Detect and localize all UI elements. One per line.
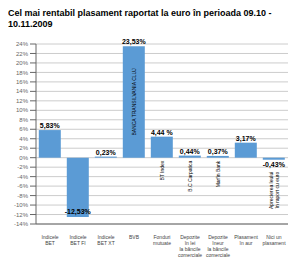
svg-text:în raport cu euro: în raport cu euro [274, 172, 280, 210]
html-text:Cel mai rentabil plasament rap: Cel mai rentabil plasament raportat la e… [8, 8, 272, 29]
svg-text:8%: 8% [19, 117, 28, 123]
svg-text:Nici unplasament: Nici unplasament [262, 234, 286, 246]
svg-text:-12%: -12% [14, 212, 29, 218]
svg-text:-12,53%: -12,53% [65, 208, 92, 216]
svg-text:20%: 20% [16, 60, 29, 66]
svg-text:Depoziteîneurla băncilecomerci: Depoziteîneurla băncilecomerciale [206, 234, 230, 258]
svg-text:-8%: -8% [17, 193, 28, 199]
svg-text:12%: 12% [16, 98, 29, 104]
svg-text:BANCA TRANSILVANIA CLUJ: BANCA TRANSILVANIA CLUJ [131, 68, 137, 136]
svg-text:B.C Carpatica: B.C Carpatica [187, 160, 193, 191]
svg-text:-2%: -2% [17, 164, 28, 170]
svg-text:BT Index: BT Index [159, 160, 165, 180]
svg-text:0%: 0% [19, 155, 28, 161]
svg-text:IndiceleBET FI: IndiceleBET FI [69, 234, 86, 246]
svg-text:BVB: BVB [129, 234, 140, 240]
svg-text:14%: 14% [16, 88, 29, 94]
svg-text:22%: 22% [16, 51, 29, 57]
svg-text:Aprecierea leului: Aprecierea leului [267, 171, 274, 209]
svg-text:-10%: -10% [14, 202, 29, 208]
svg-text:10%: 10% [16, 107, 29, 113]
svg-text:-4%: -4% [17, 174, 28, 180]
svg-text:18%: 18% [16, 70, 29, 76]
svg-text:-6%: -6% [17, 183, 28, 189]
svg-text:4%: 4% [19, 136, 28, 142]
svg-text:Depoziteîn leila băncilecomerc: Depoziteîn leila băncilecomerciale [178, 234, 202, 258]
svg-text:5,83%: 5,83% [40, 122, 61, 130]
svg-text:23,53%: 23,53% [122, 38, 147, 46]
svg-text:6%: 6% [19, 126, 28, 132]
svg-text:24%: 24% [16, 41, 29, 47]
svg-text:IndiceleBET XT: IndiceleBET XT [97, 234, 115, 246]
svg-text:3,17%: 3,17% [236, 135, 257, 143]
svg-text:-14%: -14% [14, 221, 29, 227]
svg-text:0,23%: 0,23% [96, 149, 117, 157]
svg-text:16%: 16% [16, 79, 29, 85]
svg-text:4,44 %: 4,44 % [151, 129, 174, 137]
svg-text:2%: 2% [19, 145, 28, 151]
svg-text:Marfin Bank: Marfin Bank [215, 160, 221, 187]
svg-text:Fondurimutuate: Fondurimutuate [153, 234, 171, 246]
svg-text:Plasamentîn aur: Plasamentîn aur [234, 234, 258, 246]
svg-text:0,44%: 0,44% [180, 148, 201, 156]
svg-text:IndiceleBET: IndiceleBET [41, 234, 58, 246]
svg-text:-0,43%: -0,43% [263, 161, 286, 169]
svg-text:0,37%: 0,37% [208, 148, 229, 156]
